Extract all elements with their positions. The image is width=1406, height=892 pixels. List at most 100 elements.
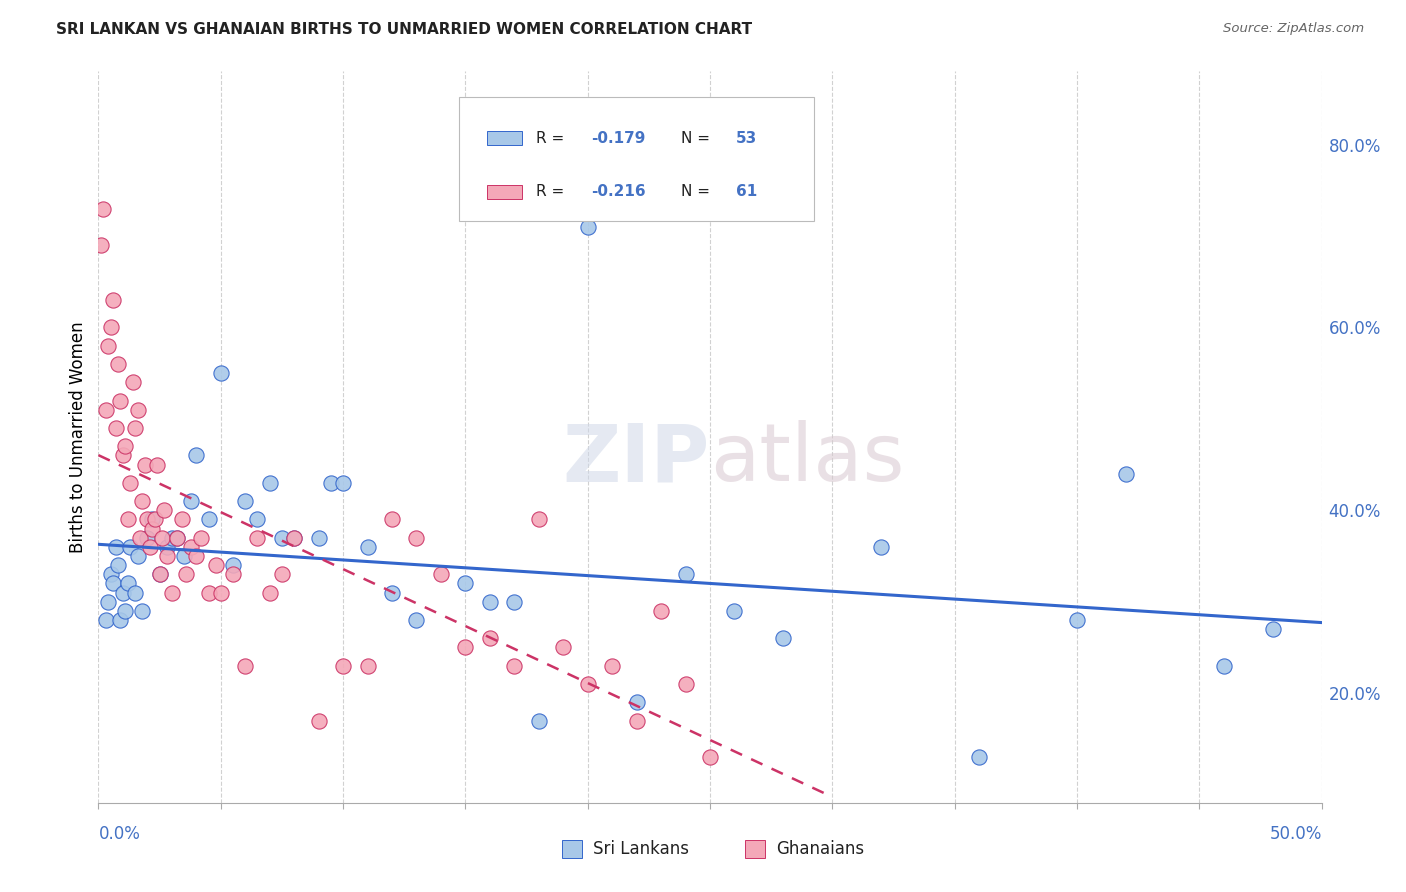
Point (332, 475, 354, 490)
Text: R =: R = (536, 185, 569, 200)
Point (190, 531, 212, 545)
Point (143, 512, 166, 526)
Point (97, 338, 120, 352)
Point (967, 750, 990, 764)
Point (576, 677, 599, 691)
Point (124, 421, 146, 435)
Point (405, 531, 427, 545)
Point (127, 549, 149, 563)
Text: Ghanaians: Ghanaians (776, 840, 865, 858)
Point (319, 475, 342, 490)
Point (356, 658, 378, 673)
Point (283, 531, 305, 545)
Point (209, 366, 232, 380)
Point (332, 658, 354, 673)
Point (124, 585, 146, 599)
Point (97, 594, 120, 608)
Point (129, 531, 152, 545)
Point (176, 567, 198, 582)
Point (283, 531, 305, 545)
Point (233, 658, 256, 673)
Text: 50.0%: 50.0% (1270, 825, 1322, 843)
Point (527, 714, 550, 728)
Point (111, 448, 134, 462)
Point (91, 202, 114, 216)
Point (94, 613, 117, 627)
Point (1261, 622, 1284, 636)
Point (576, 219, 599, 234)
Point (131, 604, 153, 618)
Point (136, 531, 159, 545)
Point (259, 585, 281, 599)
Point (120, 540, 142, 554)
Point (430, 567, 453, 582)
Point (146, 458, 169, 472)
Point (90, 238, 112, 252)
Point (160, 531, 183, 545)
Text: SRI LANKAN VS GHANAIAN BIRTHS TO UNMARRIED WOMEN CORRELATION CHART: SRI LANKAN VS GHANAIAN BIRTHS TO UNMARRI… (56, 22, 752, 37)
Point (222, 567, 245, 582)
Point (141, 521, 163, 535)
Point (131, 494, 153, 508)
Point (222, 558, 245, 573)
Point (156, 540, 179, 554)
FancyBboxPatch shape (488, 131, 522, 145)
Point (197, 585, 219, 599)
Point (699, 750, 721, 764)
Point (166, 531, 188, 545)
FancyBboxPatch shape (460, 97, 814, 221)
Text: 61: 61 (735, 185, 756, 200)
Text: 53: 53 (735, 130, 756, 145)
Point (246, 512, 269, 526)
Point (104, 421, 127, 435)
Point (149, 567, 172, 582)
Point (356, 540, 378, 554)
Point (114, 604, 136, 618)
Text: atlas: atlas (710, 420, 904, 498)
Point (120, 475, 142, 490)
Point (94, 402, 117, 417)
Point (111, 585, 134, 599)
Point (600, 658, 623, 673)
Point (478, 632, 501, 646)
Point (186, 549, 208, 563)
Point (233, 494, 256, 508)
Text: Sri Lankans: Sri Lankans (593, 840, 689, 858)
Point (153, 503, 176, 517)
Point (186, 448, 208, 462)
Point (100, 567, 122, 582)
Point (626, 714, 648, 728)
Point (160, 585, 183, 599)
Point (100, 320, 122, 334)
Point (259, 475, 281, 490)
Point (454, 640, 477, 655)
Point (166, 531, 188, 545)
Point (101, 293, 124, 307)
FancyBboxPatch shape (488, 186, 522, 199)
Point (156, 549, 179, 563)
Text: -0.216: -0.216 (592, 185, 645, 200)
Point (503, 658, 526, 673)
Point (503, 594, 526, 608)
Point (478, 594, 501, 608)
Point (170, 512, 193, 526)
Point (114, 439, 136, 453)
Point (127, 402, 149, 417)
Point (723, 604, 745, 618)
Point (1066, 613, 1088, 627)
Point (180, 540, 202, 554)
Point (553, 640, 575, 655)
Point (180, 494, 202, 508)
Point (107, 558, 129, 573)
Point (141, 512, 163, 526)
Point (121, 376, 143, 390)
Point (117, 576, 139, 591)
Point (150, 531, 173, 545)
Point (173, 549, 195, 563)
Point (139, 540, 162, 554)
Y-axis label: Births to Unmarried Women: Births to Unmarried Women (69, 321, 87, 553)
Text: N =: N = (681, 130, 714, 145)
Point (104, 540, 127, 554)
Point (308, 714, 330, 728)
Text: -0.179: -0.179 (592, 130, 645, 145)
